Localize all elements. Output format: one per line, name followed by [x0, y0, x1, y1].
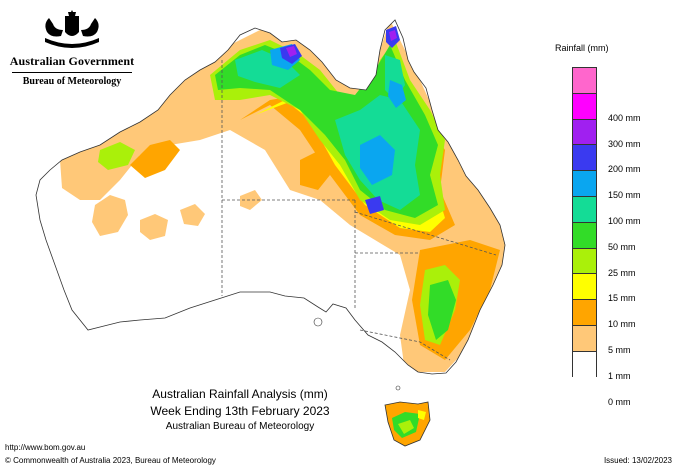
legend-item: 15 mm — [572, 273, 680, 303]
map-title: Australian Rainfall Analysis (mm) — [152, 387, 328, 401]
legend-label: 200 mm — [608, 164, 641, 175]
legend-item: 400 mm — [572, 92, 680, 123]
legend-swatch — [572, 299, 597, 325]
legend-label: 0 mm — [608, 396, 631, 407]
legend-item: 50 mm — [572, 221, 680, 252]
government-label: Australian Government — [9, 54, 135, 68]
logo-divider — [12, 72, 132, 73]
legend-item: 300 mm — [572, 118, 680, 149]
legend-label: 150 mm — [608, 190, 641, 201]
legend-swatch — [572, 144, 597, 171]
legend-label: 300 mm — [608, 138, 641, 149]
legend-label: 1 mm — [608, 370, 631, 381]
map-source: Australian Bureau of Meteorology — [165, 421, 315, 432]
issued-date: Issued: 13/02/2023 — [603, 456, 672, 465]
rainfall-shading — [60, 20, 505, 372]
legend-swatch — [572, 221, 597, 248]
legend-swatch — [572, 247, 597, 274]
legend-swatch — [572, 324, 597, 351]
legend-item: 1 mm — [572, 350, 680, 381]
bureau-label: Bureau of Meteorology — [22, 76, 122, 87]
legend-swatch — [572, 273, 597, 300]
bom-url: http://www.bom.gov.au — [5, 443, 86, 452]
legend-item: 0 mm — [572, 377, 680, 407]
legend-swatch — [572, 195, 597, 222]
mainland-coastline — [35, 19, 506, 375]
legend-item: 150 mm — [572, 170, 680, 200]
copyright-text: © Commonwealth of Australia 2023, Bureau… — [5, 456, 216, 465]
legend-swatch — [572, 170, 597, 196]
state-borders — [221, 60, 497, 361]
legend-label: 25 mm — [608, 267, 636, 278]
legend-swatch — [572, 67, 597, 93]
legend-label: 100 mm — [608, 215, 641, 226]
legend-swatch — [572, 118, 597, 145]
legend-swatch — [572, 350, 597, 377]
legend-swatch — [572, 377, 597, 403]
rainfall-legend: 400 mm 300 mm 200 mm 150 mm 100 mm 50 mm 25 mm… — [572, 67, 680, 407]
legend-item: 100 mm — [572, 195, 680, 226]
coat-of-arms-icon — [45, 10, 99, 48]
map-subtitle: Week Ending 13th February 2023 — [150, 404, 330, 418]
legend-item: 25 mm — [572, 247, 680, 278]
legend-label: 400 mm — [608, 112, 641, 123]
legend-title: Rainfall (mm) — [555, 43, 609, 53]
legend-label: 50 mm — [608, 241, 636, 252]
legend-label: 15 mm — [608, 293, 636, 304]
legend-item: 200 mm — [572, 144, 680, 174]
legend-item: 10 mm — [572, 299, 680, 329]
legend-label: 5 mm — [608, 344, 631, 355]
government-logo: Australian Government Bureau of Meteorol… — [8, 10, 136, 87]
legend-label: 10 mm — [608, 319, 636, 330]
legend-swatch — [572, 92, 597, 119]
legend-item — [572, 67, 680, 93]
legend-item: 5 mm — [572, 324, 680, 355]
